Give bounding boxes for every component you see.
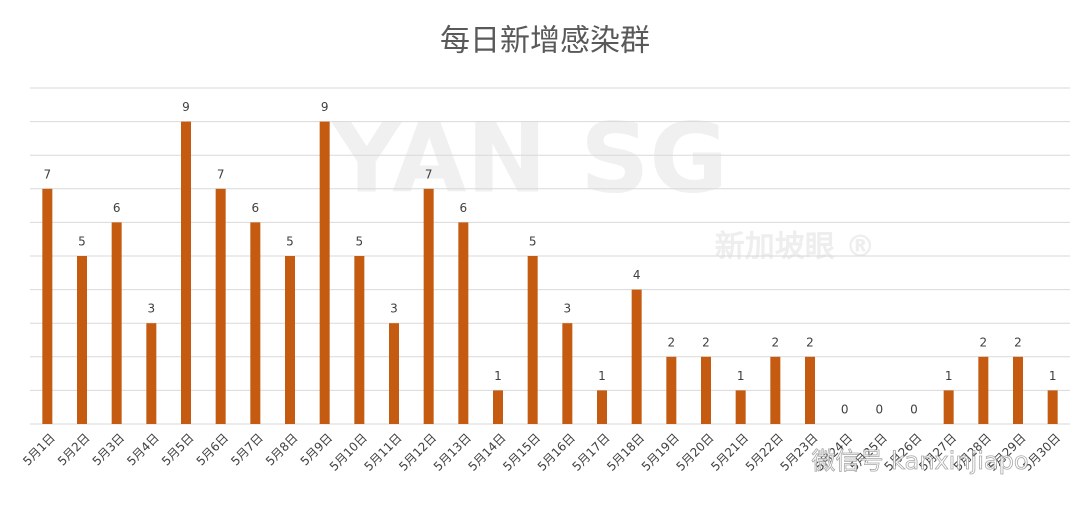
data-label: 7 — [217, 167, 225, 181]
data-label: 5 — [529, 235, 537, 249]
data-label: 2 — [772, 335, 780, 349]
bar — [562, 323, 573, 424]
x-tick-label: 5月16日 — [535, 431, 578, 474]
bar — [42, 188, 53, 424]
bar — [666, 356, 677, 424]
bar — [770, 356, 781, 424]
x-tick-label: 5月12日 — [396, 431, 439, 474]
data-label: 1 — [494, 369, 502, 383]
x-tick-label: 5月10日 — [327, 431, 370, 474]
bar — [943, 390, 954, 424]
x-tick-label: 5月1日 — [20, 431, 58, 469]
x-tick-label: 5月7日 — [228, 431, 266, 469]
x-tick-label: 5月4日 — [124, 431, 162, 469]
x-tick-label: 5月20日 — [674, 431, 717, 474]
bar — [285, 256, 295, 424]
bar — [597, 390, 607, 424]
data-label: 2 — [806, 335, 814, 349]
bar — [215, 188, 226, 424]
data-label: 7 — [425, 167, 433, 181]
data-label: 3 — [148, 302, 156, 316]
data-label: 2 — [668, 335, 676, 349]
bar — [1013, 356, 1023, 424]
watermark: 微信号 kanxinjiapo — [811, 447, 1028, 475]
data-label: 7 — [44, 167, 52, 181]
data-label: 6 — [113, 201, 121, 215]
data-label: 0 — [841, 403, 849, 417]
bar — [493, 390, 503, 424]
bar — [146, 323, 157, 424]
data-label: 0 — [910, 403, 918, 417]
bar — [631, 289, 642, 424]
bar — [1047, 390, 1058, 424]
x-tick-label: 5月21日 — [708, 431, 751, 474]
bar — [354, 256, 365, 424]
data-label: 1 — [1049, 369, 1057, 383]
data-label: 9 — [321, 100, 329, 114]
data-label: 1 — [945, 369, 953, 383]
bar — [978, 356, 989, 424]
x-tick-label: 5月19日 — [639, 431, 682, 474]
x-tick-label: 5月22日 — [743, 431, 786, 474]
bar — [389, 323, 399, 424]
watermark: 新加坡眼 ® — [715, 230, 875, 265]
x-tick-label: 5月2日 — [55, 431, 93, 469]
x-tick-label: 5月6日 — [194, 431, 232, 469]
x-tick-label: 5月18日 — [604, 431, 647, 474]
bar — [77, 256, 87, 424]
x-tick-label: 5月5日 — [159, 431, 197, 469]
bar — [735, 390, 746, 424]
x-tick-label: 5月11日 — [362, 431, 405, 474]
bar — [111, 222, 122, 424]
data-label: 0 — [876, 403, 884, 417]
data-label: 2 — [702, 335, 710, 349]
data-label: 2 — [980, 335, 988, 349]
watermark: YAN SG — [331, 102, 728, 214]
data-label: 9 — [182, 100, 190, 114]
data-label: 3 — [390, 302, 398, 316]
x-tick-label: 5月13日 — [431, 431, 474, 474]
data-label: 4 — [633, 268, 641, 282]
bar — [805, 356, 815, 424]
data-label: 5 — [286, 235, 294, 249]
data-label: 1 — [737, 369, 745, 383]
bar — [527, 256, 538, 424]
x-tick-label: 5月3日 — [90, 431, 128, 469]
chart-title: 每日新增感染群 — [440, 24, 650, 59]
data-label: 5 — [356, 235, 364, 249]
x-tick-label: 5月14日 — [466, 431, 509, 474]
data-label: 5 — [78, 235, 86, 249]
bar — [458, 222, 469, 424]
x-tick-label: 5月17日 — [570, 431, 613, 474]
data-label: 3 — [564, 302, 572, 316]
data-label: 1 — [598, 369, 606, 383]
data-label: 6 — [460, 201, 468, 215]
data-label: 6 — [252, 201, 260, 215]
bar — [423, 188, 434, 424]
data-label: 2 — [1014, 335, 1022, 349]
bar — [250, 222, 261, 424]
x-tick-label: 5月8日 — [263, 431, 301, 469]
bar — [701, 356, 711, 424]
bar — [181, 121, 191, 424]
bar — [319, 121, 330, 424]
x-tick-label: 5月15日 — [500, 431, 543, 474]
